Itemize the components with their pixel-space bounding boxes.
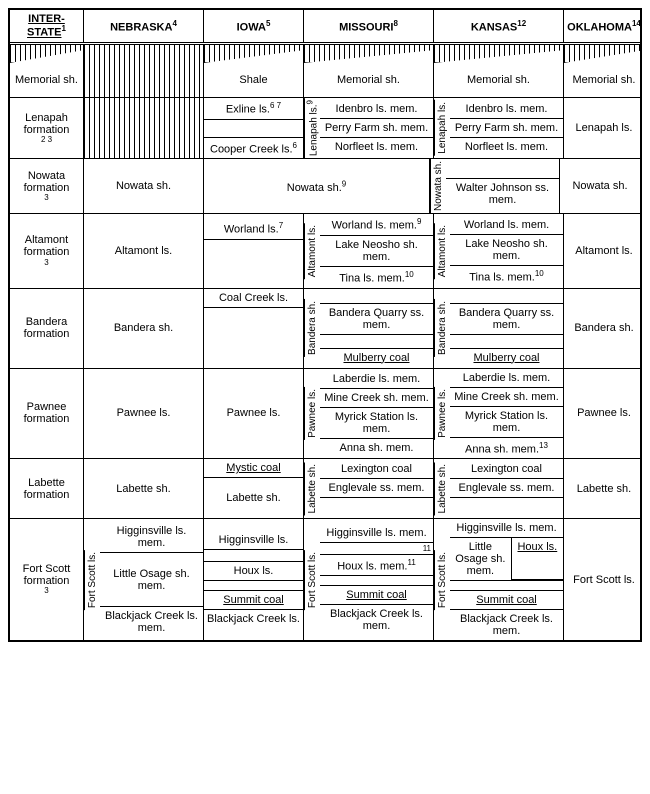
altamont-mo: Altamont ls. Worland ls. mem.9 Lake Neos… xyxy=(304,214,434,287)
memorial-mo: Memorial sh. xyxy=(304,63,434,97)
lenapah-neb-hatched xyxy=(84,98,204,158)
nowata-ok: Nowata sh. xyxy=(560,159,640,213)
header-interstate: INTER-STATE1 xyxy=(10,10,84,42)
pawnee-iowa: Pawnee ls. xyxy=(204,369,304,459)
pawnee-ks: Pawnee ls. Laberdie ls. mem. Mine Creek … xyxy=(434,369,564,459)
header-nebraska: NEBRASKA4 xyxy=(84,10,204,42)
fortscott-inter: Fort Scott formation3 xyxy=(10,519,84,640)
fortscott-ks-vlabel: Fort Scott ls. xyxy=(434,550,450,610)
pawnee-ks-vlabel: Pawnee ls. xyxy=(434,387,450,440)
header-iowa: IOWA5 xyxy=(204,10,304,42)
labette-ok: Labette sh. xyxy=(564,459,644,518)
memorial-neb-hatched xyxy=(84,63,204,97)
lenapah-ok: Lenapah ls. xyxy=(564,98,644,158)
header-row: INTER-STATE1 NEBRASKA4 IOWA5 MISSOURI8 K… xyxy=(10,10,640,45)
altamont-iowa: Worland ls.7 xyxy=(204,214,304,287)
labette-ks-vlabel: Labette sh. xyxy=(434,462,450,515)
altamont-neb: Altamont ls. xyxy=(84,214,204,287)
pawnee-ok: Pawnee ls. xyxy=(564,369,644,459)
row-bandera: Bandera formation Bandera sh. Coal Creek… xyxy=(10,289,640,369)
fortscott-mo-vlabel: Fort Scott ls. xyxy=(304,550,320,610)
fortscott-neb-vlabel: Fort Scott ls. xyxy=(84,550,100,610)
altamont-mo-vlabel: Altamont ls. xyxy=(304,223,320,279)
bandera-neb: Bandera sh. xyxy=(84,289,204,368)
bandera-mo: Bandera sh. Bandera Quarry ss. mem. Mulb… xyxy=(304,289,434,368)
row-lenapah: Lenapah formation2 3 Exline ls.6 7 Coope… xyxy=(10,98,640,159)
altamont-ok: Altamont ls. xyxy=(564,214,644,287)
memorial-ok: Memorial sh. xyxy=(564,63,644,97)
fortscott-iowa: Higginsville ls. Houx ls. Summit coal Bl… xyxy=(204,519,304,640)
lenapah-ks-vlabel: Lenapah ls. xyxy=(434,100,450,156)
bandera-ks-vlabel: Bandera sh. xyxy=(434,299,450,357)
nowata-inter: Nowata formation3 xyxy=(10,159,84,213)
altamont-ks-vlabel: Altamont ls. xyxy=(434,223,450,279)
memorial-ks: Memorial sh. xyxy=(434,63,564,97)
pawnee-neb: Pawnee ls. xyxy=(84,369,204,459)
header-oklahoma: OKLAHOMA14 xyxy=(564,10,644,42)
bandera-inter: Bandera formation xyxy=(10,289,84,368)
labette-iowa: Mystic coal Labette sh. xyxy=(204,459,304,518)
labette-inter: Labette formation xyxy=(10,459,84,518)
nowata-ks-vlabel: Nowata sh. xyxy=(430,159,446,213)
fortscott-ok: Fort Scott ls. xyxy=(564,519,644,640)
labette-neb: Labette sh. xyxy=(84,459,204,518)
header-kansas: KANSAS12 xyxy=(434,10,564,42)
row-fortscott: Fort Scott formation3 Fort Scott ls. Hig… xyxy=(10,519,640,640)
memorial-iowa: Shale xyxy=(204,63,304,97)
nowata-iowa-mo: Nowata sh.9 xyxy=(204,159,430,213)
memorial-inter: Memorial sh. xyxy=(10,63,84,97)
fortscott-mo: Fort Scott ls. Higginsville ls. mem. 11 … xyxy=(304,519,434,640)
lenapah-ks: Lenapah ls. Idenbro ls. mem. Perry Farm … xyxy=(434,98,564,158)
pawnee-inter: Pawnee formation xyxy=(10,369,84,459)
bandera-iowa: Coal Creek ls. xyxy=(204,289,304,368)
row-nowata: Nowata formation3 Nowata sh. Nowata sh.9… xyxy=(10,159,640,214)
altamont-ks: Altamont ls. Worland ls. mem. Lake Neosh… xyxy=(434,214,564,287)
altamont-inter: Altamont formation3 xyxy=(10,214,84,287)
unconformity-strip xyxy=(10,45,640,63)
row-memorial: Memorial sh. Shale Memorial sh. Memorial… xyxy=(10,63,640,98)
header-missouri: MISSOURI8 xyxy=(304,10,434,42)
lenapah-mo: Lenapah ls.9 Idenbro ls. mem. Perry Farm… xyxy=(304,98,434,158)
labette-mo: Labette sh. Lexington coal Englevale ss.… xyxy=(304,459,434,518)
fortscott-neb: Fort Scott ls. Higginsville ls. mem. Lit… xyxy=(84,519,204,640)
labette-mo-vlabel: Labette sh. xyxy=(304,462,320,515)
pawnee-mo-vlabel: Pawnee ls. xyxy=(304,387,320,440)
row-labette: Labette formation Labette sh. Mystic coa… xyxy=(10,459,640,519)
fortscott-ks: Fort Scott ls. Higginsville ls. mem. Lit… xyxy=(434,519,564,640)
bandera-ks: Bandera sh. Bandera Quarry ss. mem. Mulb… xyxy=(434,289,564,368)
lenapah-mo-vlabel: Lenapah ls.9 xyxy=(304,98,320,158)
row-pawnee: Pawnee formation Pawnee ls. Pawnee ls. P… xyxy=(10,369,640,460)
stratigraphic-correlation-chart: INTER-STATE1 NEBRASKA4 IOWA5 MISSOURI8 K… xyxy=(8,8,642,642)
labette-ks: Labette sh. Lexington coal Englevale ss.… xyxy=(434,459,564,518)
nowata-neb: Nowata sh. xyxy=(84,159,204,213)
lenapah-inter: Lenapah formation2 3 xyxy=(10,98,84,158)
nowata-ks: Nowata sh. Walter Johnson ss. mem. xyxy=(430,159,560,213)
bandera-mo-vlabel: Bandera sh. xyxy=(304,299,320,357)
row-altamont: Altamont formation3 Altamont ls. Worland… xyxy=(10,214,640,288)
lenapah-iowa: Exline ls.6 7 Cooper Creek ls.6 xyxy=(204,98,304,158)
pawnee-mo: Pawnee ls. Laberdie ls. mem. Mine Creek … xyxy=(304,369,434,459)
bandera-ok: Bandera sh. xyxy=(564,289,644,368)
